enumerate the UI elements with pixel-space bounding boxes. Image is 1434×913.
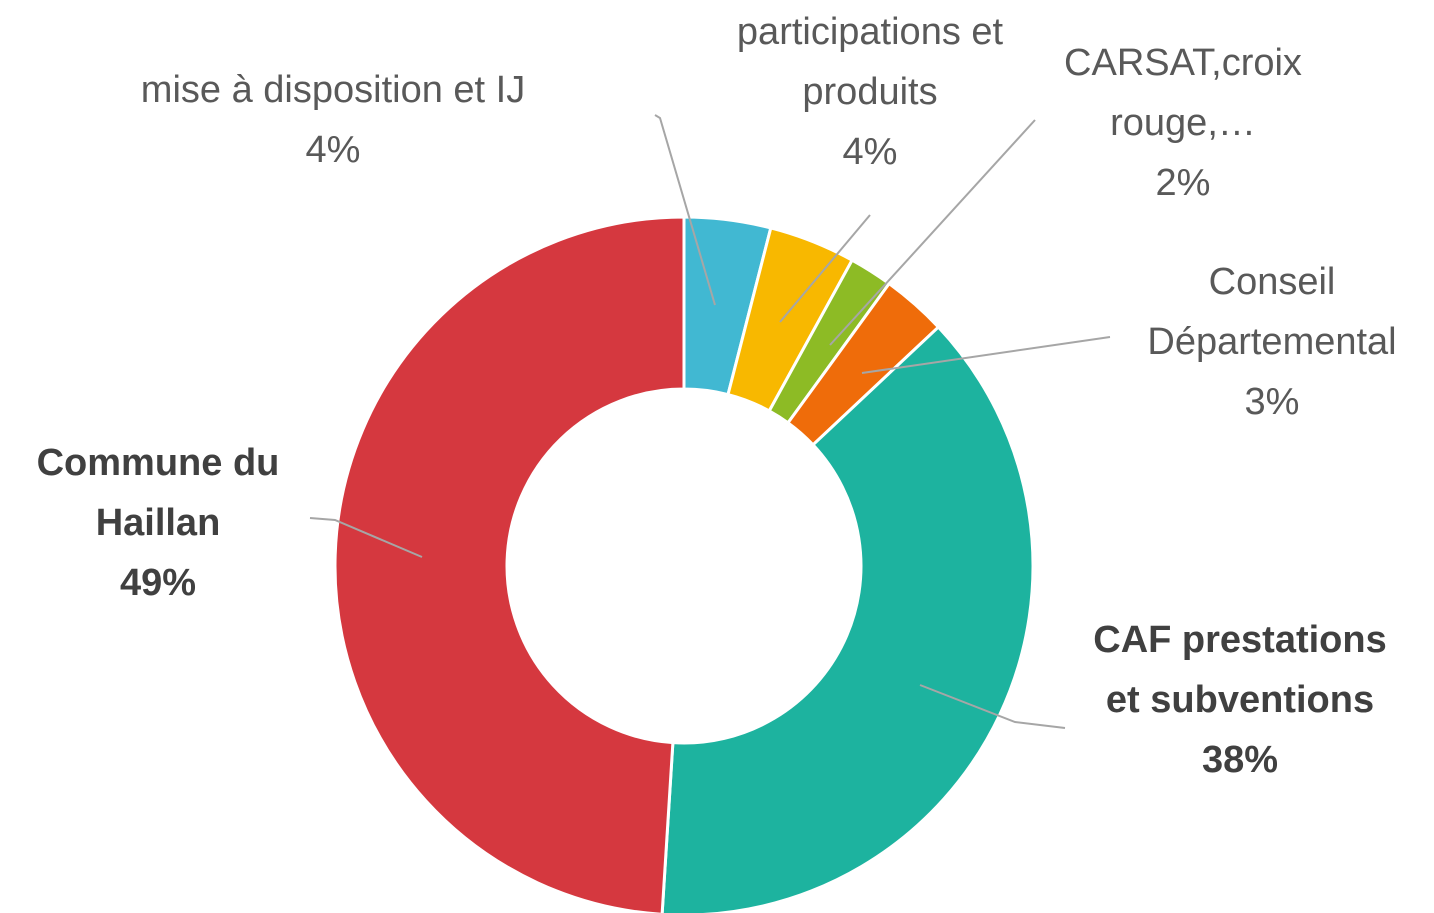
value-label: 3% xyxy=(1244,381,1300,423)
leader-line xyxy=(861,336,1111,374)
category-label: participations et produits xyxy=(736,11,1004,113)
slice-label: CARSAT,croix rouge,… 2% xyxy=(1033,33,1333,213)
category-label: CAF prestations et subventions xyxy=(1093,619,1387,721)
value-label: 2% xyxy=(1155,162,1211,204)
value-label: 4% xyxy=(842,131,898,173)
leader-line xyxy=(654,114,716,306)
category-label: CARSAT,croix rouge,… xyxy=(1064,42,1302,144)
leader-line xyxy=(829,119,1036,346)
leader-line xyxy=(919,684,1066,729)
slice-label: participations et produits 4% xyxy=(720,2,1020,182)
leader-line xyxy=(779,214,871,323)
leader-line xyxy=(309,517,423,558)
slice-label: Commune du Haillan 49% xyxy=(8,433,308,613)
category-label: Conseil Départemental xyxy=(1147,261,1397,363)
slice xyxy=(333,215,686,913)
slice-label: mise à disposition et IJ 4% xyxy=(83,60,583,180)
slice xyxy=(660,324,1035,913)
value-label: 49% xyxy=(119,562,197,604)
value-label: 38% xyxy=(1201,739,1279,781)
category-label: Commune du Haillan xyxy=(36,442,280,544)
slice-label: Conseil Départemental 3% xyxy=(1107,252,1434,432)
category-label: mise à disposition et IJ xyxy=(140,69,526,111)
value-label: 4% xyxy=(305,129,361,171)
slice-label: CAF prestations et subventions 38% xyxy=(1080,610,1400,790)
